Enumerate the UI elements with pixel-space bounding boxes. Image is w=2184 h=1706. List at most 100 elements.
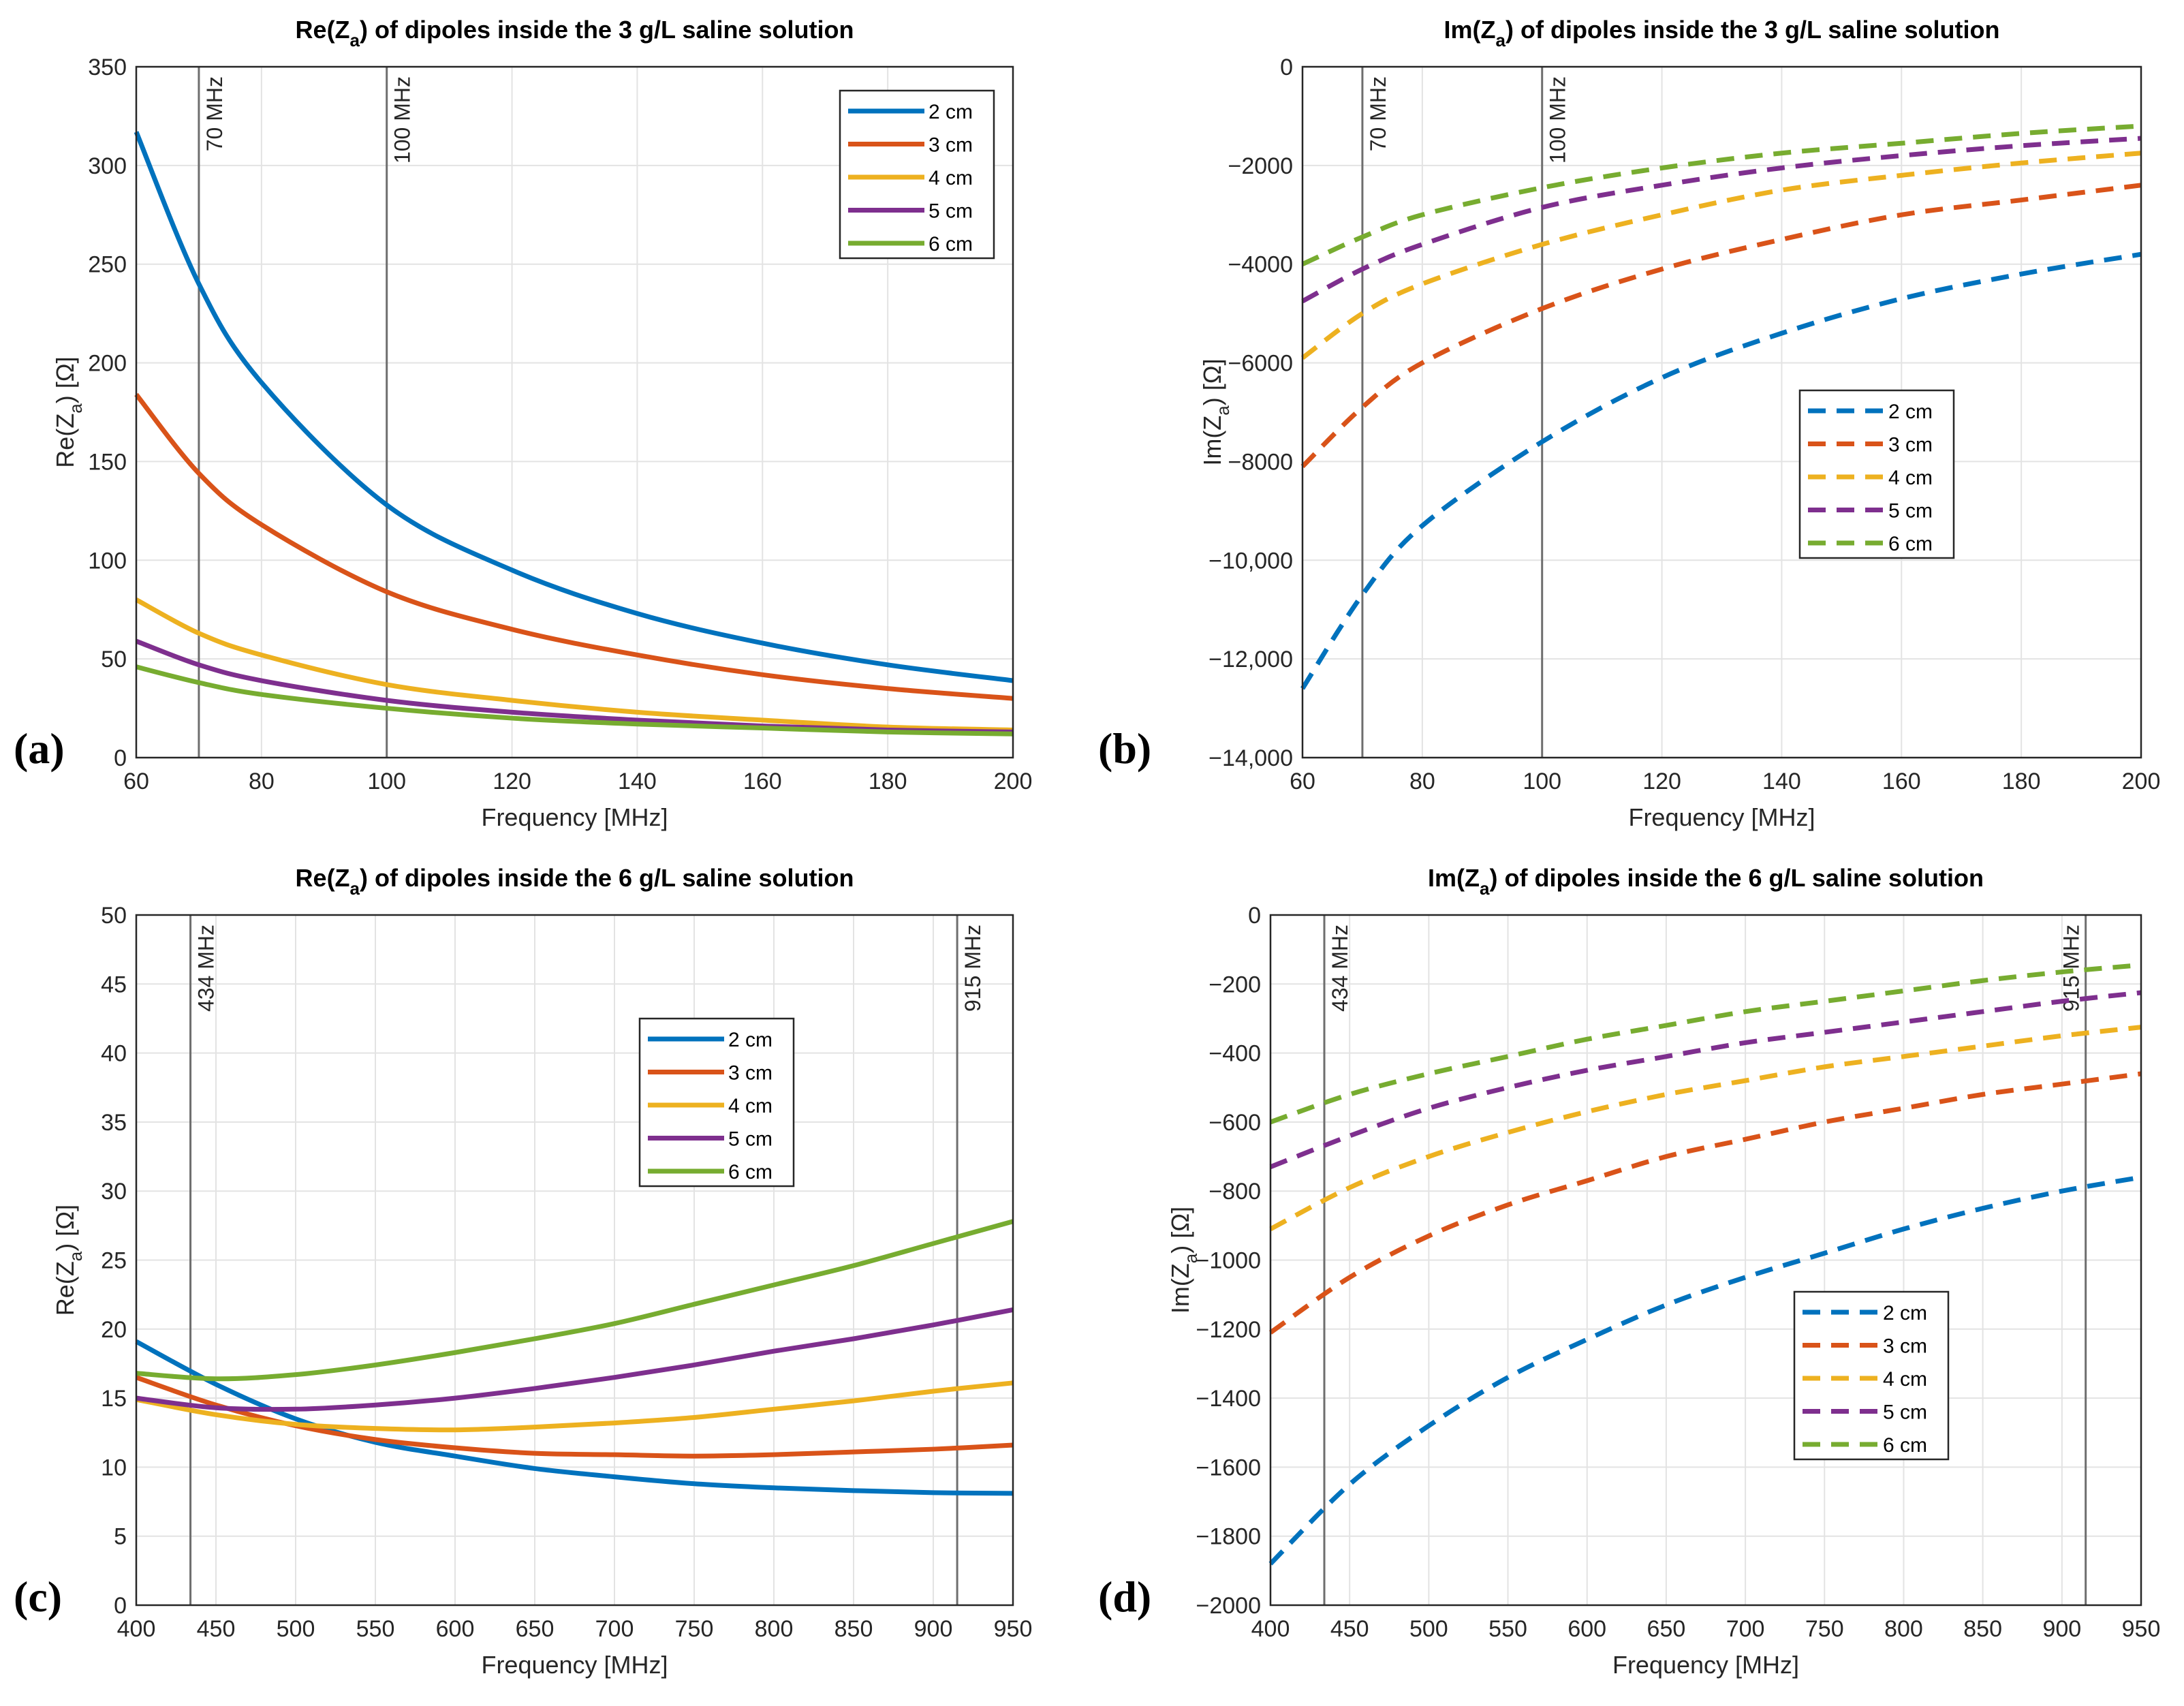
x-tick-label: 650 bbox=[1647, 1616, 1686, 1642]
series-line-4cm bbox=[1269, 1025, 2142, 1232]
axes-frame bbox=[1269, 914, 2142, 1607]
y-tick-label: −1800 bbox=[1196, 1524, 1262, 1550]
legend-label: 5 cm bbox=[1883, 1401, 1927, 1424]
x-tick-label: 140 bbox=[1762, 769, 1801, 794]
legend-label: 4 cm bbox=[1888, 467, 1933, 489]
title-subscript: a bbox=[1480, 878, 1490, 899]
y-label-text: Re(Z bbox=[51, 1261, 79, 1316]
x-tick-label: 750 bbox=[1805, 1616, 1844, 1642]
title-text: Im(Z bbox=[1428, 864, 1480, 892]
y-axis-label: Im(Za) [Ω] bbox=[1166, 1207, 1201, 1314]
y-tick-label: 45 bbox=[101, 972, 127, 997]
legend-box bbox=[1793, 1290, 1950, 1461]
y-label-text: ) [Ω] bbox=[1198, 358, 1226, 405]
y-axis-label: Re(Za) [Ω] bbox=[51, 1205, 86, 1316]
legend-label: 3 cm bbox=[929, 134, 973, 157]
y-tick-label: −6000 bbox=[1228, 351, 1294, 377]
marker-label: 915 MHz bbox=[2059, 925, 2084, 1012]
marker-label: 100 MHz bbox=[1546, 76, 1570, 164]
legend-label: 6 cm bbox=[1888, 533, 1933, 555]
legend-label: 2 cm bbox=[1888, 401, 1933, 423]
marker-label: 70 MHz bbox=[202, 76, 227, 151]
marker-label: 100 MHz bbox=[390, 76, 415, 164]
series-line-2cm bbox=[1268, 1175, 2142, 1566]
y-label-text: Im(Z bbox=[1198, 416, 1226, 466]
x-axis-label: Frequency [MHz] bbox=[481, 803, 668, 831]
legend-label: 3 cm bbox=[728, 1062, 773, 1085]
x-tick-label: 600 bbox=[436, 1616, 475, 1642]
x-axis-label: Frequency [MHz] bbox=[481, 1651, 668, 1679]
chart-title: Im(Za) of dipoles inside the 3 g/L salin… bbox=[1444, 16, 2000, 50]
y-label-subscript: a bbox=[65, 1251, 86, 1261]
y-tick-label: 0 bbox=[114, 745, 127, 771]
x-tick-label: 950 bbox=[994, 1616, 1033, 1642]
x-tick-label: 450 bbox=[1330, 1616, 1369, 1642]
y-tick-label: −4000 bbox=[1228, 252, 1294, 278]
series-line-5cm bbox=[136, 1307, 1014, 1412]
marker-label: 434 MHz bbox=[1328, 925, 1352, 1012]
chart-panel-c: 400 450 500 550 600 650 700 750 800 850 900 950 0 5 10… bbox=[14, 864, 1032, 1679]
x-tick-label: 400 bbox=[117, 1616, 156, 1642]
y-tick-label: −600 bbox=[1208, 1110, 1261, 1136]
plot-area bbox=[1302, 67, 2141, 758]
y-tick-label: 10 bbox=[101, 1455, 127, 1480]
title-subscript: a bbox=[1496, 30, 1506, 50]
marker-label: 915 MHz bbox=[961, 925, 985, 1012]
y-tick-label: 0 bbox=[1248, 903, 1261, 929]
chart-title: Im(Za) of dipoles inside the 6 g/L salin… bbox=[1428, 864, 1984, 899]
y-label-text: ) [Ω] bbox=[51, 1205, 79, 1252]
x-tick-label: 140 bbox=[618, 769, 657, 794]
marker-label: 70 MHz bbox=[1366, 76, 1390, 151]
y-tick-label: 300 bbox=[88, 153, 127, 179]
series-line-2cm bbox=[134, 131, 1014, 683]
series-line-3cm bbox=[1268, 1071, 2142, 1335]
x-tick-label: 180 bbox=[2002, 769, 2041, 794]
legend-label: 3 cm bbox=[1883, 1335, 1927, 1358]
x-tick-label: 550 bbox=[1488, 1616, 1527, 1642]
x-tick-label: 700 bbox=[595, 1616, 634, 1642]
legend: 2 cm 3 cm 4 cm 5 cm 6 cm bbox=[839, 89, 995, 260]
x-tick-label: 600 bbox=[1567, 1616, 1606, 1642]
title-text: ) of dipoles inside the 6 g/L saline sol… bbox=[1490, 864, 1984, 892]
y-tick-label: −2000 bbox=[1228, 153, 1294, 179]
legend-label: 2 cm bbox=[1883, 1302, 1927, 1324]
x-tick-label: 900 bbox=[2042, 1616, 2081, 1642]
x-tick-label: 60 bbox=[1290, 769, 1315, 794]
series-line-6cm bbox=[136, 1219, 1014, 1382]
legend-label: 5 cm bbox=[728, 1128, 773, 1151]
panel-label: (a) bbox=[14, 724, 65, 773]
x-tick-label: 650 bbox=[516, 1616, 555, 1642]
x-tick-label: 180 bbox=[869, 769, 907, 794]
legend-box bbox=[839, 89, 995, 260]
legend-label: 2 cm bbox=[728, 1029, 773, 1051]
y-tick-label: 30 bbox=[101, 1179, 127, 1205]
y-tick-label: 5 bbox=[114, 1524, 127, 1550]
x-tick-label: 400 bbox=[1251, 1616, 1290, 1642]
y-tick-label: 35 bbox=[101, 1110, 127, 1136]
legend-label: 3 cm bbox=[1888, 434, 1933, 456]
x-tick-label: 950 bbox=[2122, 1616, 2161, 1642]
title-text: ) of dipoles inside the 6 g/L saline sol… bbox=[360, 864, 854, 892]
title-subscript: a bbox=[350, 878, 360, 899]
y-tick-label: −800 bbox=[1208, 1179, 1261, 1205]
y-tick-label: −10,000 bbox=[1208, 548, 1293, 574]
y-label-text: Im(Z bbox=[1166, 1263, 1194, 1314]
x-tick-label: 200 bbox=[994, 769, 1033, 794]
x-tick-label: 60 bbox=[123, 769, 149, 794]
legend-label: 6 cm bbox=[728, 1161, 773, 1183]
legend: 2 cm 3 cm 4 cm 5 cm 6 cm bbox=[638, 1017, 795, 1188]
axes-frame bbox=[1301, 65, 2142, 759]
x-tick-label: 850 bbox=[1963, 1616, 2002, 1642]
series-line-5cm bbox=[1301, 136, 2142, 304]
series-line-5cm bbox=[1269, 990, 2142, 1169]
y-label-subscript: a bbox=[1213, 405, 1233, 416]
y-tick-label: 350 bbox=[88, 55, 127, 80]
y-tick-label: −200 bbox=[1208, 972, 1261, 997]
y-tick-label: −12,000 bbox=[1208, 647, 1293, 672]
chart-title: Re(Za) of dipoles inside the 6 g/L salin… bbox=[296, 864, 854, 899]
y-label-text: Re(Z bbox=[51, 414, 79, 468]
legend-label: 2 cm bbox=[929, 101, 973, 123]
panel-label: (c) bbox=[14, 1572, 62, 1621]
y-tick-label: 0 bbox=[114, 1593, 127, 1619]
x-tick-label: 550 bbox=[356, 1616, 395, 1642]
